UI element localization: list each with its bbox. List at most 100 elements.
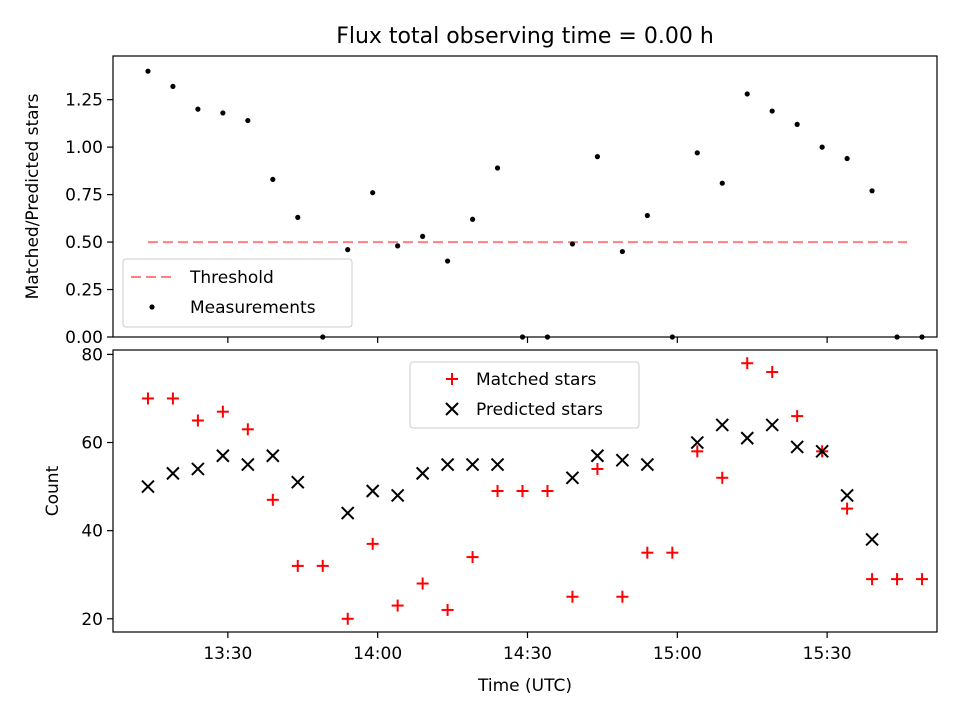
- matched-star-point: [766, 366, 779, 379]
- predicted-star-point: [166, 466, 180, 481]
- matched-star-point: [741, 357, 754, 370]
- x-tick-label: 15:00: [653, 644, 702, 664]
- matched-star-point: [891, 573, 904, 586]
- x-tick-label: 15:30: [803, 644, 852, 664]
- legend-predicted-label: Predicted stars: [476, 400, 603, 420]
- predicted-star-point: [815, 444, 829, 459]
- matched-star-point: [366, 537, 379, 550]
- predicted-star-point: [790, 440, 804, 454]
- predicted-star-point: [640, 457, 655, 472]
- matched-star-point: [516, 485, 529, 497]
- top-y-ticks: 0.00 0.25 0.50 0.75 1.00 1.25: [65, 91, 113, 348]
- top-legend-box: [122, 258, 353, 328]
- predicted-star-point: [765, 418, 779, 432]
- measurement-point: [444, 258, 451, 264]
- measurement-point: [395, 243, 401, 249]
- predicted-star-point: [266, 449, 280, 463]
- top-y-tick-label: 0.75: [65, 186, 103, 206]
- matched-star-point: [641, 546, 654, 559]
- matched-star-point: [291, 559, 304, 572]
- matched-star-point: [166, 392, 179, 405]
- matched-star-point: [691, 445, 704, 458]
- bot-y-tick-label: 60: [81, 434, 103, 454]
- matched-star-point: [916, 573, 929, 586]
- predicted-star-point: [141, 479, 155, 494]
- x-axis-label: Time (UTC): [477, 676, 572, 696]
- predicted-star-point: [390, 488, 405, 503]
- top-panel: 0.00 0.25 0.50 0.75 1.00 1.25 Matched/Predict…: [23, 55, 938, 348]
- measurement-point: [494, 165, 501, 171]
- matched-star-point: [616, 590, 629, 603]
- matched-star-point: [591, 462, 604, 475]
- top-axes-frame: [112, 55, 938, 338]
- matched-star-point: [316, 559, 329, 572]
- bot-y-tick-label: 20: [81, 610, 103, 630]
- x-tick-label: 14:00: [353, 644, 402, 664]
- measurement-point: [245, 117, 251, 124]
- legend-matched-swatch: [446, 373, 458, 385]
- measurement-point: [719, 180, 725, 186]
- predicted-star-point: [341, 506, 355, 520]
- predicted-star-point: [615, 453, 630, 467]
- matched-star-point: [666, 546, 679, 559]
- measurement-point: [644, 212, 650, 219]
- legend-measurements-swatch: [149, 304, 155, 310]
- measurement-point: [744, 91, 750, 97]
- predicted-star-point: [291, 475, 305, 489]
- predicted-star-point: [490, 457, 505, 472]
- predicted-star-point: [241, 457, 255, 472]
- matched-star-point: [466, 551, 479, 564]
- matched-star-point: [341, 612, 354, 625]
- predicted-star-point: [465, 457, 480, 472]
- matched-star-point: [566, 590, 579, 603]
- matched-star-point: [391, 599, 404, 612]
- measurement-point: [270, 176, 276, 183]
- matched-star-point: [141, 392, 154, 405]
- matched-star-point: [491, 485, 504, 497]
- predicted-star-point: [715, 418, 729, 432]
- measurement-point: [844, 155, 850, 162]
- measurement-point: [869, 188, 875, 194]
- measurement-point: [469, 216, 476, 222]
- predicted-star-point: [565, 471, 580, 485]
- matched-star-point: [416, 577, 429, 590]
- chart-title: Flux total observing time = 0.00 h: [336, 24, 714, 49]
- predicted-star-point: [440, 457, 455, 472]
- x-tick-label: 14:30: [503, 644, 552, 664]
- top-x-ticks: [227, 337, 828, 343]
- bottom-panel: 20 40 60 80 13:30 14:00 14:30 15:00 15:30 Count…: [43, 345, 938, 696]
- matched-star-point: [716, 471, 729, 484]
- top-y-tick-label: 1.00: [65, 138, 103, 158]
- legend-matched-marker: [446, 373, 458, 385]
- measurement-point: [170, 83, 176, 89]
- legend-measurements-label: Measurements: [190, 298, 316, 318]
- legend-threshold-label: Threshold: [189, 268, 274, 288]
- top-y-tick-label: 0.00: [65, 328, 103, 348]
- measurement-point: [195, 106, 201, 112]
- predicted-star-point: [865, 532, 879, 547]
- measurement-point: [145, 68, 151, 74]
- predicted-star-point: [191, 462, 205, 476]
- measurement-point: [594, 154, 601, 160]
- measurement-point: [769, 108, 775, 114]
- bottom-plot-marks: [141, 357, 929, 625]
- bottom-x-ticks: 13:30 14:00 14:30 15:00 15:30: [203, 632, 852, 664]
- legend-predicted-marker: [445, 402, 459, 416]
- matched-star-point: [791, 410, 804, 423]
- matched-star-point: [216, 405, 229, 418]
- predicted-star-point: [690, 435, 704, 450]
- top-y-tick-label: 0.25: [65, 281, 103, 301]
- legend-matched-label: Matched stars: [476, 370, 596, 390]
- matched-star-point: [266, 493, 279, 506]
- predicted-star-point: [590, 449, 605, 463]
- measurement-point: [619, 248, 625, 255]
- bottom-legend-box: [409, 361, 640, 429]
- measurement-point: [345, 247, 351, 253]
- matched-star-point: [541, 485, 554, 497]
- matched-star-point: [841, 502, 854, 515]
- bottom-axes-frame: [112, 349, 938, 633]
- measurement-point: [420, 233, 426, 239]
- predicted-star-point: [840, 488, 854, 503]
